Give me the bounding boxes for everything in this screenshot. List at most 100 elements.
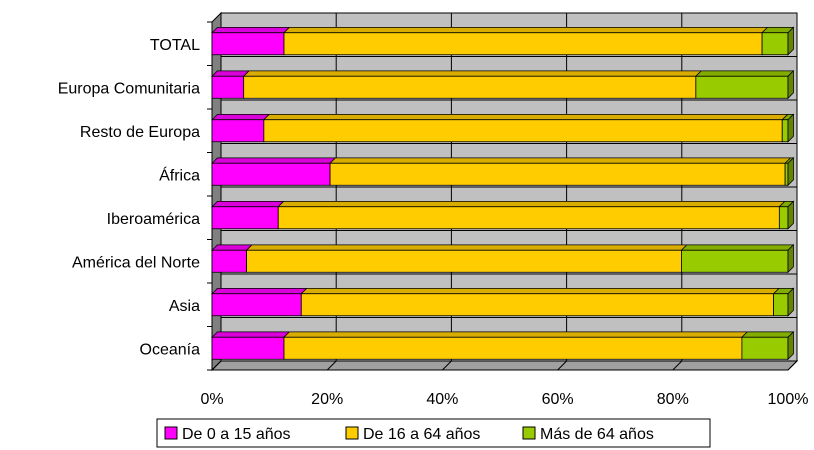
legend-item: De 0 a 15 años <box>164 426 291 443</box>
legend-swatch <box>164 426 178 440</box>
bar-segment <box>740 330 795 361</box>
bars-group <box>211 26 795 361</box>
bar-segment <box>242 70 703 99</box>
legend-item: Más de 64 años <box>522 426 654 443</box>
legend-label: Más de 64 años <box>540 426 654 443</box>
category-label: Resto de Europa <box>80 124 200 141</box>
category-label: América del Norte <box>72 254 200 271</box>
bar-top-face <box>211 287 308 295</box>
bar-segment <box>761 26 795 56</box>
bar-top-face <box>211 244 253 251</box>
bar-top-face <box>283 26 769 34</box>
bar-group <box>211 330 795 361</box>
floor-gridline <box>787 360 798 371</box>
bar-segment <box>778 200 795 230</box>
x-tick-label: 40% <box>426 391 458 408</box>
bar-top-face <box>242 70 703 77</box>
bar-segment <box>211 157 337 186</box>
category-label: Oceanía <box>140 341 201 358</box>
legend-label: De 0 a 15 años <box>182 426 291 443</box>
bar <box>784 162 789 186</box>
legend-swatch <box>522 426 536 440</box>
bar-segment <box>211 200 285 230</box>
bar-top-face <box>277 200 786 208</box>
floor-gridline <box>442 360 452 371</box>
bar-segment <box>211 331 291 360</box>
bar-top-face <box>283 331 749 338</box>
bar-top-face <box>211 70 251 77</box>
bar-group <box>211 200 795 230</box>
bar <box>263 119 783 143</box>
category-labels: TOTAL Europa Comunitaria Resto de Europa Áf… <box>58 37 200 359</box>
bar <box>211 75 245 99</box>
bar <box>211 162 331 186</box>
bar-top-face <box>300 287 780 295</box>
bar <box>781 119 789 143</box>
bar <box>211 32 285 56</box>
bar-top-face <box>211 331 291 338</box>
floor-gridline <box>557 360 567 371</box>
category-label: Iberoamérica <box>107 211 200 228</box>
category-label: Asia <box>169 298 200 315</box>
bar-segment <box>680 243 795 274</box>
x-tick-label: 100% <box>768 391 809 408</box>
bar-side-face <box>787 156 794 187</box>
plot-floor <box>210 360 799 371</box>
bar-segment <box>300 287 780 317</box>
x-tick-label: 60% <box>542 391 574 408</box>
bar <box>300 293 775 317</box>
bar <box>211 336 285 360</box>
bar <box>761 32 789 56</box>
bar-top-face <box>329 157 792 164</box>
bar-segment <box>781 113 795 143</box>
bar <box>283 32 763 56</box>
bar-top-face <box>680 244 795 251</box>
x-tick-label: 0% <box>200 391 223 408</box>
floor-gridline <box>672 360 683 371</box>
bar <box>243 75 697 99</box>
bar-side-face <box>787 113 794 143</box>
bar-segment <box>784 156 795 187</box>
bar-segment <box>211 113 271 143</box>
legend-swatch <box>345 426 359 440</box>
bar-segment <box>211 287 308 317</box>
bar-segment <box>211 244 253 273</box>
floor-gridline <box>211 360 222 371</box>
bar-top-face <box>262 113 789 121</box>
bar-top-face <box>211 200 285 208</box>
category-label: África <box>159 165 200 184</box>
bar-side-face <box>787 26 794 56</box>
bar-top-face <box>694 70 795 77</box>
bar-side-face <box>787 69 794 100</box>
bar-top-face <box>211 113 271 121</box>
bar <box>211 206 279 230</box>
bar <box>681 249 789 273</box>
plot-area <box>207 11 799 372</box>
bar-side-face <box>787 330 794 361</box>
bar <box>773 293 789 317</box>
plot-side-wall <box>211 11 222 372</box>
bar-segment <box>329 157 792 186</box>
bar-group <box>211 243 795 274</box>
legend: De 0 a 15 años De 16 a 64 años Más de 64 a… <box>156 418 711 448</box>
bar-top-face <box>740 331 795 338</box>
bar-top-face <box>211 157 337 164</box>
bar-segment <box>262 113 789 143</box>
bar-segment <box>211 70 251 99</box>
legend-box <box>156 418 711 448</box>
bar <box>329 162 786 186</box>
bar-segment <box>277 200 786 230</box>
bar-side-face <box>787 243 794 274</box>
bar-top-face <box>211 26 291 34</box>
bar-segment <box>694 69 795 100</box>
bar-segment <box>283 331 749 360</box>
bar <box>211 119 265 143</box>
bar-top-face <box>245 244 688 251</box>
bar-group <box>211 69 795 100</box>
bar-side-face <box>787 200 794 230</box>
x-tick-labels: 0% 20% 40% 60% 80% 100% <box>200 391 808 408</box>
bar <box>246 249 682 273</box>
bar-side-face <box>787 287 794 317</box>
bar-segment <box>283 26 769 56</box>
